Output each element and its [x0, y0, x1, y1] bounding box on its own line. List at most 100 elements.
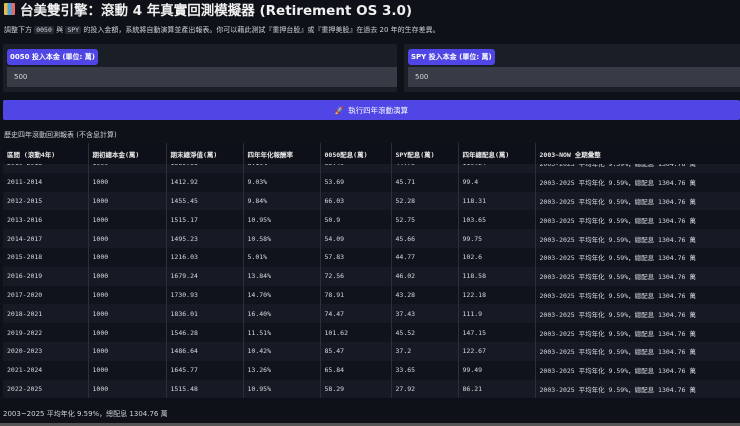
table-cell: 58.29: [320, 379, 392, 399]
column-header[interactable]: 四年年化報酬率: [243, 143, 321, 164]
table-cell: 14.70%: [243, 285, 321, 305]
table-cell: 1000: [88, 360, 167, 380]
table-cell: 2003-2025 平均年化 9.59%，總配息 1304.76 萬: [535, 323, 740, 342]
table-header: 區間 (滾動4年) 期初總本金(萬) 期末總淨值(萬) 四年年化報酬率 0050配息(萬…: [3, 143, 740, 164]
table-cell: 37.2: [391, 341, 459, 361]
column-header[interactable]: 四年總配息(萬): [458, 143, 536, 164]
column-header[interactable]: 0050配息(萬): [320, 143, 392, 164]
table-cell: 118.58: [458, 266, 536, 286]
table-row: 2014-2017 1000 1495.23 10.58% 54.09 45.66 99.7…: [3, 229, 740, 248]
table-cell: 1515.17: [166, 210, 244, 230]
table-cell: 1000: [88, 304, 167, 324]
table-cell: 1836.01: [166, 304, 244, 324]
table-cell: 1216.03: [166, 247, 244, 267]
table-row: 2018-2021 1000 1836.01 16.40% 74.47 37.43 111.…: [3, 304, 740, 324]
table-cell: 45.71: [391, 172, 459, 192]
table-cell: 102.6: [458, 247, 536, 267]
table-cell: 1486.64: [166, 341, 244, 361]
table-cell: 2019-2022: [3, 323, 89, 342]
table-cell: 122.67: [458, 341, 536, 361]
table-cell: 1546.28: [166, 323, 244, 342]
table-cell: 2020-2023: [3, 341, 89, 361]
table-cell: 1000: [88, 229, 167, 248]
table-cell: 46.02: [391, 266, 459, 286]
table-cell: 1000: [88, 341, 167, 361]
table-cell: 53.69: [320, 172, 392, 192]
table-cell: 72.56: [320, 266, 392, 286]
desc-text: 調整下方: [4, 26, 35, 34]
table-cell: 1645.77: [166, 360, 244, 380]
table-cell: 1000: [88, 210, 167, 230]
desc-text: 與: [53, 26, 66, 34]
input-0050-amount[interactable]: [7, 67, 397, 87]
table-cell: 16.40%: [243, 304, 321, 324]
table-cell: 5.01%: [243, 247, 321, 267]
table-cell: 13.84%: [243, 266, 321, 286]
table-cell: 52.75: [391, 210, 459, 230]
table-cell: 65.84: [320, 360, 392, 380]
input-spy-amount[interactable]: [408, 67, 740, 87]
table-cell: 2003-2025 平均年化 9.59%，總配息 1304.76 萬: [535, 229, 740, 248]
column-header[interactable]: 區間 (滾動4年): [3, 143, 89, 164]
table-cell: 86.21: [458, 379, 536, 399]
table-cell: 1730.93: [166, 285, 244, 305]
table-cell: 37.43: [391, 304, 459, 324]
table-cell: 99.75: [458, 229, 536, 248]
table-cell: 118.31: [458, 191, 536, 211]
input-label-spy: SPY 投入本金 (單位: 萬): [408, 49, 495, 65]
table-cell: 2003-2025 平均年化 9.59%，總配息 1304.76 萬: [535, 304, 740, 324]
results-table[interactable]: 2010-201310001389.668.10%63.4944.75110.2…: [3, 143, 740, 401]
table-cell: 1000: [88, 379, 167, 399]
table-cell: 33.65: [391, 360, 459, 380]
table-cell: 1679.24: [166, 266, 244, 286]
table-cell: 2017-2020: [3, 285, 89, 305]
table-row: 2019-2022 1000 1546.28 11.51% 101.62 45.52 147…: [3, 323, 740, 342]
table-cell: 2003-2025 平均年化 9.59%，總配息 1304.76 萬: [535, 341, 740, 361]
desc-text: 的投入金額，系統將自動演算並產出報表。你可以藉此測試『重押台股』或『重押美股』在…: [81, 26, 440, 34]
summary-text: 2003~2025 平均年化 9.59%，總配息 1304.76 萬: [3, 410, 168, 418]
column-header[interactable]: SPY配息(萬): [391, 143, 459, 164]
table-cell: 2003-2025 平均年化 9.59%，總配息 1304.76 萬: [535, 379, 740, 399]
table-cell: 9.84%: [243, 191, 321, 211]
table-row: 2013-2016 1000 1515.17 10.95% 50.9 52.75 103.6…: [3, 210, 740, 230]
table-cell: 1455.45: [166, 191, 244, 211]
table-row: 2016-2019 1000 1679.24 13.84% 72.56 46.02 118.…: [3, 266, 740, 286]
input-panel-0050: 0050 投入本金 (單位: 萬): [3, 44, 397, 92]
table-cell: 2022-2025: [3, 379, 89, 399]
description: 調整下方 0050 與 SPY 的投入金額，系統將自動演算並產出報表。你可以藉此…: [4, 25, 440, 35]
column-header[interactable]: 期末總淨值(萬): [166, 143, 244, 164]
title-text: 台美雙引擎：滾動 4 年真實回測模擬器 (Retirement OS 3.0): [20, 3, 413, 19]
table-cell: 10.42%: [243, 341, 321, 361]
table-cell: 2013-2016: [3, 210, 89, 230]
table-cell: 2003-2025 平均年化 9.59%，總配息 1304.76 萬: [535, 191, 740, 211]
table-cell: 10.58%: [243, 229, 321, 248]
table-cell: 78.91: [320, 285, 392, 305]
table-cell: 147.15: [458, 323, 536, 342]
table-cell: 1000: [88, 323, 167, 342]
input-label-0050: 0050 投入本金 (單位: 萬): [7, 49, 98, 65]
run-button[interactable]: 🚀 執行四年滾動演算: [3, 100, 740, 120]
table-row: 2012-2015 1000 1455.45 9.84% 66.03 52.28 118.3…: [3, 191, 740, 211]
table-row: 2015-2018 1000 1216.03 5.01% 57.83 44.77 102.6…: [3, 247, 740, 267]
table-cell: 1000: [88, 266, 167, 286]
table-cell: 2003-2025 平均年化 9.59%，總配息 1304.76 萬: [535, 172, 740, 192]
table-cell: 1495.23: [166, 229, 244, 248]
table-cell: 2018-2021: [3, 304, 89, 324]
table-cell: 1000: [88, 285, 167, 305]
table-cell: 10.95%: [243, 379, 321, 399]
table-cell: 1000: [88, 172, 167, 192]
table-cell: 2014-2017: [3, 229, 89, 248]
table-cell: 66.03: [320, 191, 392, 211]
page-title: 台美雙引擎：滾動 4 年真實回測模擬器 (Retirement OS 3.0): [4, 1, 413, 19]
table-cell: 101.62: [320, 323, 392, 342]
table-cell: 2003-2025 平均年化 9.59%，總配息 1304.76 萬: [535, 360, 740, 380]
column-header[interactable]: 2003~NOW 全期彙整: [535, 143, 740, 164]
code-spy: SPY: [65, 26, 82, 34]
table-cell: 85.47: [320, 341, 392, 361]
table-row: 2011-2014 1000 1412.92 9.03% 53.69 45.71 99.4 2…: [3, 172, 740, 192]
table-cell: 1000: [88, 247, 167, 267]
table-cell: 1000: [88, 191, 167, 211]
table-cell: 2003-2025 平均年化 9.59%，總配息 1304.76 萬: [535, 266, 740, 286]
column-header[interactable]: 期初總本金(萬): [88, 143, 167, 164]
table-cell: 43.28: [391, 285, 459, 305]
